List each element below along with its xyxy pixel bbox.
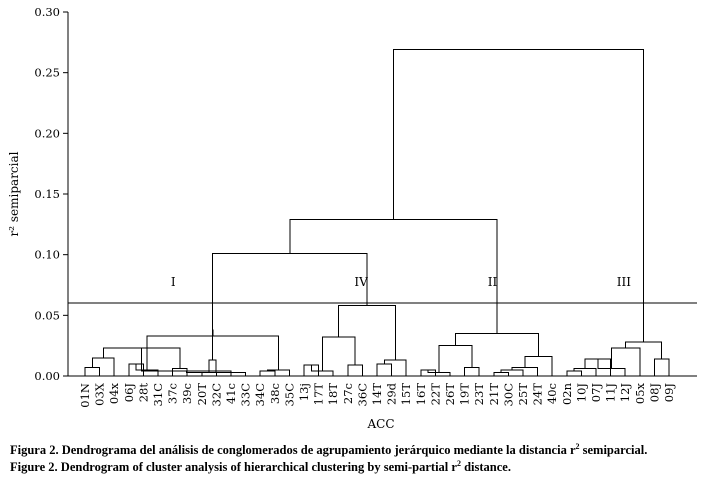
y-tick-label: 0.00 [34,369,60,383]
y-tick-label: 0.20 [34,126,60,140]
link-27 [500,369,524,376]
caption-english: Figure 2. Dendrogram of cluster analysis… [10,459,511,475]
link-17 [321,336,356,372]
leaf-label-06j: 06J [122,383,136,403]
link-37 [653,358,670,376]
link-26 [493,371,509,376]
leaf-label-26t: 26T [443,383,457,406]
link-39 [392,49,645,343]
y-axis-label: r² semiparcial [7,151,21,236]
leaf-label-02n: 02n [560,382,574,405]
link-6 [201,371,217,376]
leaf-label-03x: 03X [93,382,107,406]
leaf-label-12j: 12J [618,383,632,403]
leaf-label-34c: 34C [253,383,267,407]
y-tick-labels: 0.30 0.25 0.20 0.15 0.10 0.05 0.00 [34,5,68,383]
leaf-label-41c: 41c [224,383,238,404]
link-19 [383,359,407,376]
leaf-label-30c: 30C [501,383,515,407]
leaf-label-13j: 13j [297,383,311,401]
leaf-label-22t: 22T [428,383,442,406]
leaf-label-29d: 29d [385,382,399,405]
leaf-label-23t: 23T [472,383,486,406]
leaf-label-20t: 20T [195,383,209,406]
leaf-label-14t: 14T [370,383,384,406]
leaf-label-11j: 11J [604,383,618,403]
cluster-label-ii: II [488,275,498,289]
leaf-label-40c: 40c [545,383,559,404]
leaf-label-36c: 36C [355,383,369,407]
leaf-label-28t: 28t [136,383,150,403]
y-tick-label: 0.15 [34,187,60,201]
leaf-label-37c: 37c [166,383,180,404]
leaf-label-01n: 01N [78,383,92,408]
cluster-label-iv: IV [354,275,368,289]
caption-spanish: Figura 2. Dendrograma del análisis de co… [10,442,648,458]
dendrogram-chart: 0.300.250.200.150.100.050.00 I IV II III 01… [7,5,697,431]
link-32 [566,370,582,376]
leaf-label-17t: 17T [312,383,326,406]
leaf-label-24t: 24T [531,383,545,406]
link-8 [259,370,276,376]
leaf-label-33c: 33C [239,383,253,407]
link-33 [573,368,597,376]
cluster-label-i: I [171,275,176,289]
link-18 [376,363,393,376]
leaf-label-27c: 27c [341,383,355,404]
leaf-label-07j: 07J [589,383,603,403]
leaf-label-21t: 21T [487,383,501,406]
link-21 [212,252,368,330]
cluster-label-iii: III [617,275,631,289]
leaf-label-09j: 09J [662,383,676,403]
leaf-label-10j: 10J [574,383,588,403]
leaf-label-25t: 25T [516,383,530,406]
leaf-labels: 01N 03X 04x 06J 28t 31C 37c 39c 20T 32C 41c 33C 34C 3… [78,382,676,408]
link-3 [172,368,188,376]
link-0 [84,367,101,376]
link-28 [511,367,539,376]
leaf-label-18t: 18T [326,383,340,406]
cluster-labels: I IV II III [171,275,631,289]
leaf-label-19t: 19T [458,383,472,406]
y-tick-label: 0.30 [34,5,60,19]
leaf-label-32c: 32C [209,383,223,407]
leaf-label-35c: 35C [282,383,296,407]
leaf-label-05x: 05x [633,382,647,404]
y-tick-label: 0.25 [34,66,60,80]
link-24 [464,367,480,376]
link-16 [347,364,363,376]
y-tick-label: 0.05 [34,308,60,322]
link-29 [524,356,553,376]
link-20 [338,305,396,361]
leaf-label-31c: 31C [151,383,165,407]
link-31 [289,218,498,334]
y-tick-label: 0.10 [34,248,60,262]
link-1 [91,357,115,376]
link-38 [625,341,663,360]
x-axis-label: ACC [366,417,394,431]
leaf-label-15t: 15T [399,383,413,406]
axes [67,12,697,377]
link-25 [438,345,473,373]
leaf-label-04x: 04x [107,382,121,404]
link-11 [208,359,217,373]
leaf-label-38c: 38c [268,383,282,404]
leaf-label-08j: 08J [647,383,661,403]
dendrogram-links [84,49,670,376]
leaf-label-39c: 39c [180,383,194,404]
link-30 [454,333,540,357]
leaf-label-16t: 16T [414,383,428,406]
